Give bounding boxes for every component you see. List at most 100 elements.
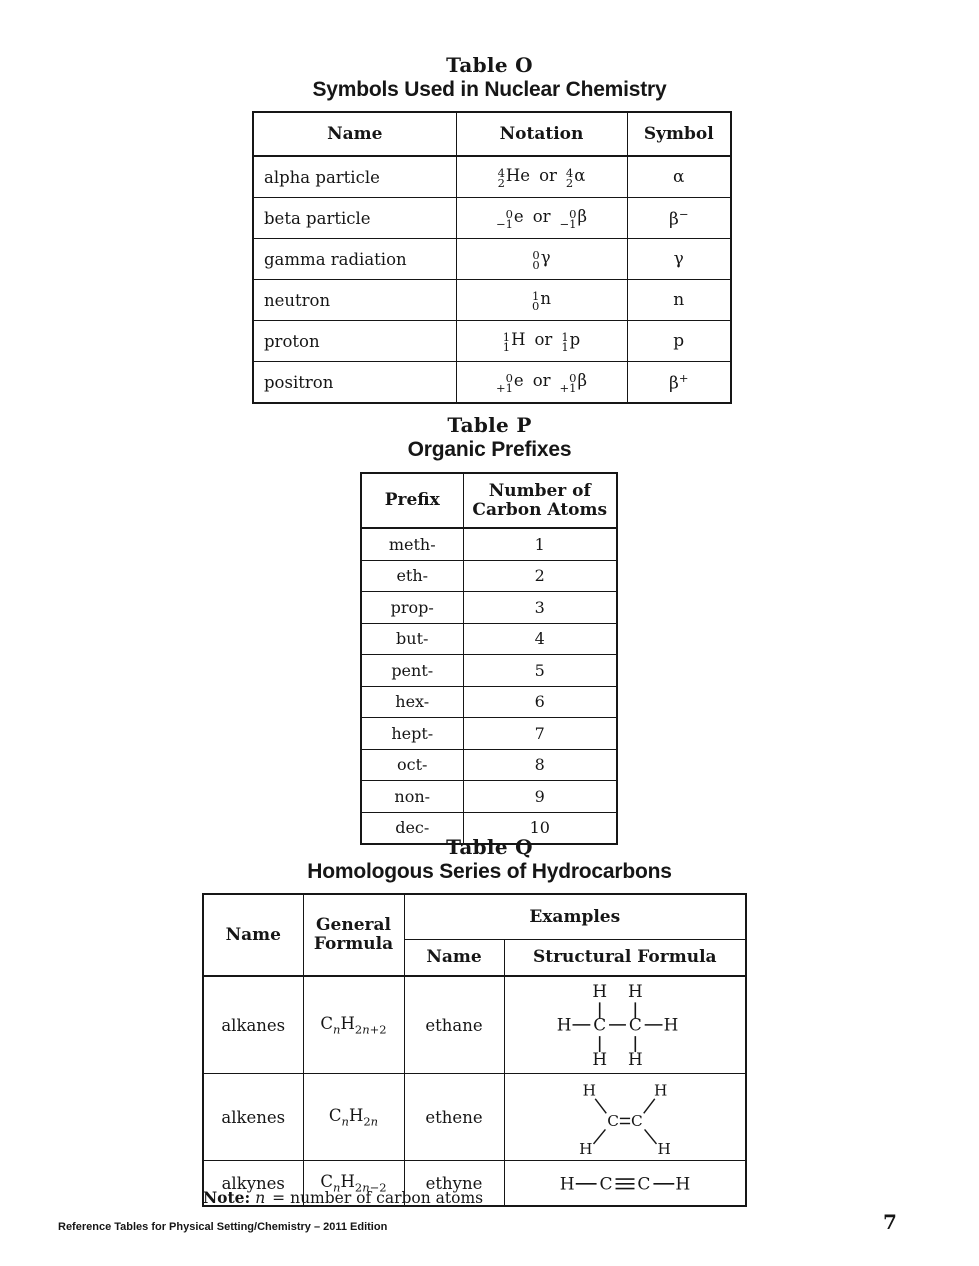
- particle-name: neutron: [252, 279, 457, 321]
- svg-text:H: H: [592, 1049, 607, 1068]
- carbon-count: 9: [462, 780, 618, 813]
- note-variable-n: n: [255, 1189, 266, 1207]
- particle-name: alpha particle: [252, 155, 457, 198]
- page-number: 7: [883, 1210, 897, 1234]
- table-q-row-alkenes: alkenes CnH2n ethene H H C C H H: [202, 1073, 747, 1161]
- particle-symbol: p: [626, 320, 732, 362]
- table-q-note: Note: n = number of carbon atoms: [203, 1188, 483, 1207]
- structural-formula-cell: H H H C C H H H: [503, 975, 747, 1074]
- table-q-subtitle: Homologous Series of Hydrocarbons: [307, 860, 672, 883]
- carbon-count: 2: [462, 559, 618, 592]
- isotope-scripts: 0 −1: [559, 207, 577, 232]
- prefix: dec-: [360, 811, 464, 845]
- example-name: ethene: [403, 1073, 505, 1161]
- particle-symbol: α: [626, 155, 732, 198]
- table-p-row: hex- 6: [360, 685, 618, 718]
- table-o-title: Table O: [446, 53, 533, 77]
- general-formula: CnH2n: [302, 1073, 405, 1161]
- svg-text:C: C: [607, 1112, 619, 1130]
- table-q-hydrocarbon-series: Name General Formula Examples Name Struct…: [202, 893, 748, 1207]
- table-q-row-alkynes: alkynes CnH2n−2 ethyne H C C H: [202, 1160, 747, 1207]
- general-formula: CnH2n+2: [302, 975, 405, 1074]
- table-p-row: pent- 5: [360, 654, 618, 687]
- table-q-header-row-sub: Name Structural Formula: [203, 939, 747, 977]
- prefix: oct-: [360, 748, 464, 781]
- svg-text:H: H: [592, 981, 607, 1001]
- svg-text:H: H: [654, 1081, 667, 1099]
- table-o-header-row: Name Notation Symbol: [252, 111, 732, 157]
- isotope-scripts: 0 +1: [559, 371, 577, 396]
- table-p-row: but- 4: [360, 622, 618, 655]
- carbon-count: 4: [462, 622, 618, 655]
- example-name: ethyne: [403, 1160, 505, 1207]
- series-name: alkenes: [202, 1073, 304, 1161]
- series-name: alkynes: [202, 1160, 304, 1207]
- particle-symbol: β+: [626, 361, 732, 404]
- prefix: hex-: [360, 685, 464, 718]
- svg-text:C: C: [599, 1175, 612, 1195]
- table-o-subtitle: Symbols Used in Nuclear Chemistry: [312, 78, 667, 101]
- table-p-row: meth- 1: [360, 527, 618, 561]
- table-q-header-example-name: Name: [403, 939, 505, 977]
- ethene-structure-diagram: H H C C H H: [579, 1081, 671, 1158]
- table-o-row-alpha: alpha particle 4 2 He or 4 2 α α: [252, 155, 732, 198]
- svg-text:H: H: [675, 1175, 690, 1195]
- svg-text:C: C: [637, 1175, 650, 1195]
- prefix: pent-: [360, 654, 464, 687]
- table-q-header-structural-formula: Structural Formula: [503, 939, 747, 977]
- table-o-header-notation: Notation: [455, 111, 628, 157]
- structural-formula-cell: H H C C H H: [503, 1073, 747, 1161]
- carbon-count: 10: [462, 811, 618, 845]
- series-name: alkanes: [202, 975, 304, 1074]
- table-p-row: oct- 8: [360, 748, 618, 781]
- prefix: eth-: [360, 559, 464, 592]
- table-o-header-symbol: Symbol: [626, 111, 732, 157]
- table-p-row: dec- 10: [360, 811, 618, 845]
- table-p-header-row: Prefix Number of Carbon Atoms: [360, 472, 618, 529]
- table-p-organic-prefixes: Prefix Number of Carbon Atoms meth- 1 eth-…: [360, 472, 618, 845]
- svg-text:C: C: [593, 1015, 606, 1035]
- table-p-row: eth- 2: [360, 559, 618, 592]
- prefix: prop-: [360, 591, 464, 624]
- isotope-scripts: 0 −1: [495, 207, 513, 232]
- table-o-header-name: Name: [252, 111, 457, 157]
- prefix: meth-: [360, 527, 464, 561]
- particle-symbol: β−: [626, 197, 732, 239]
- table-p-row: prop- 3: [360, 591, 618, 624]
- structural-formula-cell: H C C H: [503, 1160, 747, 1207]
- ethane-structure-diagram: H H H C C H H H: [556, 981, 678, 1069]
- svg-text:H: H: [556, 1015, 571, 1035]
- table-p-row: hept- 7: [360, 717, 618, 750]
- ethyne-structure-diagram: H C C H: [560, 1175, 690, 1195]
- table-p-subtitle: Organic Prefixes: [407, 438, 572, 461]
- table-p-header-prefix: Prefix: [360, 472, 464, 529]
- particle-name: gamma radiation: [252, 238, 457, 280]
- isotope-scripts: 0 +1: [495, 371, 513, 396]
- example-name: ethane: [403, 975, 505, 1074]
- carbon-count: 1: [462, 527, 618, 561]
- table-o-row-positron: positron 0 +1 e or 0 +1 β β+: [252, 361, 732, 404]
- prefix: non-: [360, 780, 464, 813]
- prefix: but-: [360, 622, 464, 655]
- carbon-count: 3: [462, 591, 618, 624]
- table-o-nuclear-symbols: Name Notation Symbol alpha particle 4 2 He…: [252, 111, 732, 404]
- carbon-count: 7: [462, 717, 618, 750]
- particle-name: proton: [252, 320, 457, 362]
- carbon-count: 6: [462, 685, 618, 718]
- particle-name: beta particle: [252, 197, 457, 239]
- general-formula: CnH2n−2: [302, 1160, 405, 1207]
- svg-text:H: H: [628, 1049, 643, 1068]
- particle-notation: 0 −1 e or 0 −1 β: [455, 197, 628, 239]
- svg-text:H: H: [663, 1015, 678, 1035]
